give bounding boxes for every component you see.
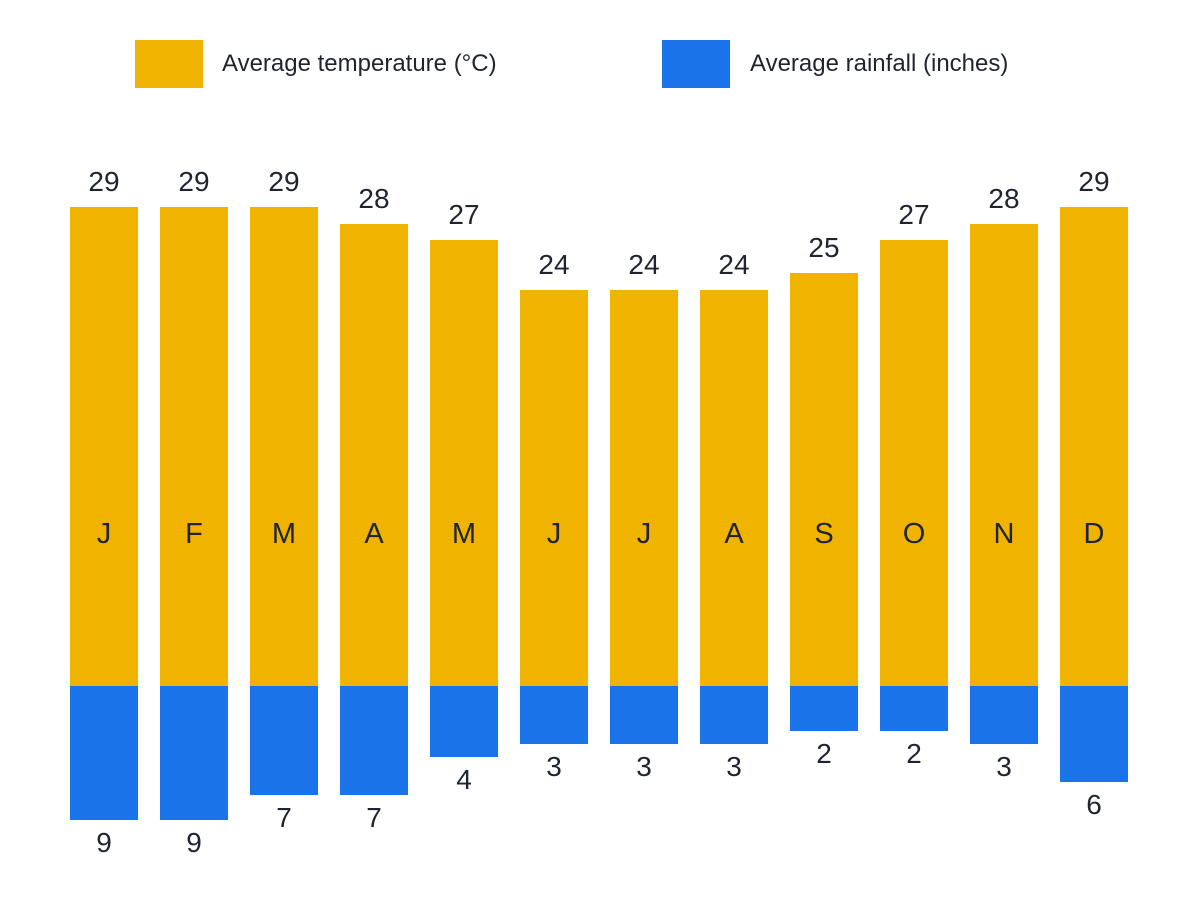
temperature-bar <box>250 207 318 686</box>
temperature-value-label: 28 <box>988 183 1020 214</box>
temperature-bar <box>700 290 768 686</box>
rainfall-value-label: 6 <box>1086 789 1102 820</box>
temperature-value-label: 29 <box>88 166 120 197</box>
month-label: O <box>902 518 926 550</box>
rainfall-bar <box>970 686 1038 744</box>
temperature-legend-label: Average temperature (°C) <box>222 50 497 77</box>
rainfall-legend-label: Average rainfall (inches) <box>750 50 1009 77</box>
temperature-bar <box>340 224 408 686</box>
rainfall-bar <box>250 686 318 795</box>
rainfall-value-label: 3 <box>636 751 652 782</box>
month-label: J <box>96 518 112 550</box>
rainfall-value-label: 7 <box>366 802 382 833</box>
rainfall-value-label: 3 <box>546 751 562 782</box>
rainfall-bar <box>160 686 228 820</box>
temperature-value-label: 24 <box>538 249 570 280</box>
rainfall-value-label: 4 <box>456 764 472 795</box>
rainfall-legend-swatch <box>662 40 730 88</box>
temperature-bar <box>970 224 1038 686</box>
rainfall-value-label: 3 <box>726 751 742 782</box>
temperature-bar <box>880 240 948 686</box>
rainfall-value-label: 9 <box>96 827 112 858</box>
temperature-value-label: 29 <box>1078 166 1110 197</box>
temperature-bar <box>610 290 678 686</box>
rainfall-bar <box>700 686 768 744</box>
temperature-value-label: 24 <box>718 249 750 280</box>
month-label: M <box>451 518 477 550</box>
temperature-value-label: 28 <box>358 183 390 214</box>
month-label: M <box>271 518 297 550</box>
temperature-value-label: 24 <box>628 249 660 280</box>
month-label: J <box>636 518 652 550</box>
month-label: F <box>185 518 203 550</box>
rainfall-value-label: 2 <box>906 738 922 769</box>
temperature-value-label: 27 <box>898 199 930 230</box>
temperature-legend-swatch <box>135 40 203 88</box>
temperature-bar <box>160 207 228 686</box>
month-label: S <box>814 518 834 550</box>
temperature-value-label: 27 <box>448 199 480 230</box>
temperature-value-label: 25 <box>808 232 840 263</box>
rainfall-bar <box>340 686 408 795</box>
month-label: D <box>1083 518 1105 550</box>
rainfall-value-label: 7 <box>276 802 292 833</box>
temperature-bar <box>430 240 498 686</box>
rainfall-value-label: 9 <box>186 827 202 858</box>
temperature-bar <box>520 290 588 686</box>
rainfall-bar <box>790 686 858 731</box>
rainfall-value-label: 2 <box>816 738 832 769</box>
rainfall-bar <box>70 686 138 820</box>
temperature-value-label: 29 <box>178 166 210 197</box>
temperature-bar <box>70 207 138 686</box>
rainfall-bar <box>610 686 678 744</box>
temperature-bar <box>790 273 858 686</box>
rainfall-bar <box>880 686 948 731</box>
month-label: N <box>993 518 1015 550</box>
month-label: J <box>546 518 562 550</box>
rainfall-bar <box>520 686 588 744</box>
temperature-bar <box>1060 207 1128 686</box>
temperature-value-label: 29 <box>268 166 300 197</box>
rainfall-bar <box>430 686 498 757</box>
rainfall-value-label: 3 <box>996 751 1012 782</box>
rainfall-bar <box>1060 686 1128 782</box>
month-label: A <box>364 518 384 550</box>
month-label: A <box>724 518 744 550</box>
